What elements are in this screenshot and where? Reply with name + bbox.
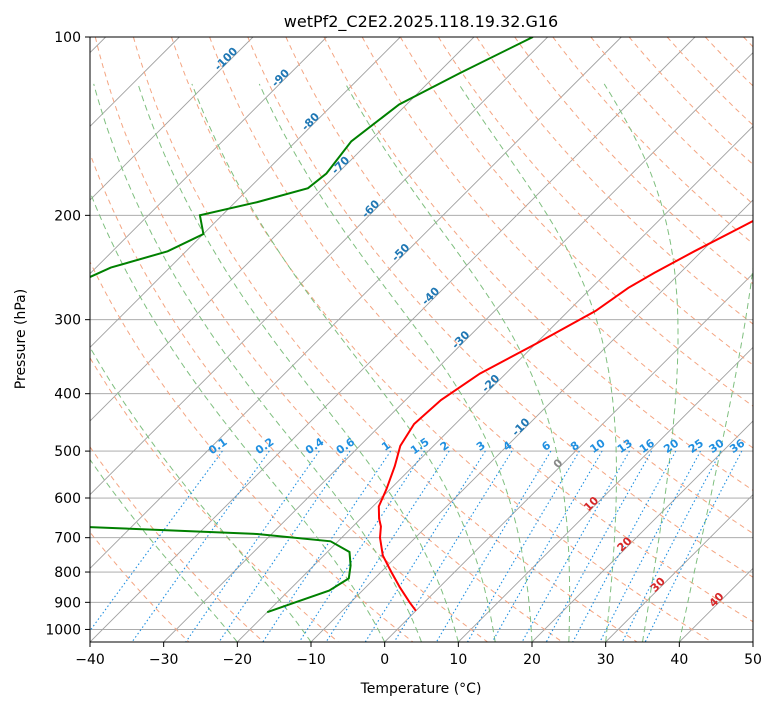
mixing-ratio-line (131, 450, 270, 642)
dry-adiabat (171, 37, 712, 642)
moist-adiabat (90, 190, 386, 642)
x-tick-label: 10 (449, 652, 467, 668)
x-tick-label: 20 (523, 652, 541, 668)
mixing-ratio-line (644, 450, 743, 642)
x-tick-label: 30 (597, 652, 615, 668)
mixing-ratio-line (572, 450, 677, 642)
chart-title: wetPf2_C2E2.2025.118.19.32.G16 (284, 12, 558, 32)
dry-adiabat (628, 37, 753, 166)
moist-adiabat (90, 346, 312, 642)
dry-adiabat (399, 37, 753, 407)
mixing-ratio-line (218, 450, 351, 642)
plot-frame (89, 36, 754, 643)
mixing-ratio-line (491, 450, 603, 642)
isotherm-line (90, 37, 254, 201)
moist-adiabat (603, 83, 679, 642)
x-axis-label: Temperature (°C) (360, 681, 482, 697)
dry-adiabat (132, 37, 638, 642)
moist-adiabat (258, 83, 533, 642)
dry-adiabat (90, 260, 414, 642)
y-tick-label: 800 (54, 565, 81, 581)
isotherm-line (90, 37, 696, 642)
mixing-ratio-line (521, 450, 630, 642)
x-tick-label: −30 (149, 652, 179, 668)
dry-adiabat (247, 37, 753, 578)
mixing-ratio-line (185, 450, 320, 642)
mixing-ratio-line (599, 450, 701, 642)
dry-adiabat (90, 446, 264, 642)
dry-adiabat (514, 37, 753, 285)
isotherm-line (531, 420, 753, 642)
mixing-ratio-line (262, 450, 392, 642)
dry-adiabat (209, 37, 753, 623)
x-tick-label: −20 (223, 652, 253, 668)
x-tick-label: 40 (670, 652, 688, 668)
y-tick-label: 100 (54, 30, 81, 46)
isotherm-line (90, 37, 475, 422)
isotherm-line (605, 494, 753, 642)
y-tick-label: 200 (54, 208, 81, 224)
isotherm-line (90, 37, 401, 348)
moist-adiabat (137, 83, 459, 642)
y-tick-label: 400 (54, 387, 81, 403)
y-axis-label: Pressure (hPa) (13, 289, 29, 389)
moist-adiabat (93, 83, 422, 642)
mixing-ratio-line (393, 450, 513, 642)
y-tick-label: 900 (54, 595, 81, 611)
x-axis: −40 −30 −20 −10 0 10 20 30 40 50 (75, 642, 762, 668)
y-tick-label: 300 (54, 313, 81, 329)
mixing-ratio-line (621, 450, 722, 642)
y-tick-label: 1000 (45, 622, 81, 638)
isotherm-line (458, 346, 753, 642)
moist-adiabat (458, 83, 617, 642)
mixing-ratio-line (545, 450, 653, 642)
x-tick-label: 0 (380, 652, 389, 668)
dry-adiabat (90, 531, 190, 642)
isotherm-line (90, 37, 548, 496)
isotherm-line (237, 125, 753, 642)
y-tick-label: 700 (54, 531, 81, 547)
moist-adiabat (191, 83, 496, 642)
y-tick-label: 600 (54, 491, 81, 507)
isotherm-line (310, 199, 753, 642)
dry-adiabat (590, 37, 753, 205)
isotherm-line (90, 37, 622, 569)
isotherm-line (163, 52, 753, 642)
dry-adiabat (94, 37, 563, 642)
moist-adiabat (345, 83, 571, 642)
dewpoint-profile (90, 37, 534, 614)
x-tick-label: −40 (75, 652, 105, 668)
moist-adiabat (678, 83, 753, 642)
y-axis: 100 200 300 400 500 600 700 800 900 1000 (45, 30, 90, 638)
dry-adiabat (361, 37, 753, 449)
isotherm-line (384, 273, 753, 642)
temperature-profile (377, 219, 753, 612)
mixing-ratio-line (298, 450, 425, 642)
dry-adiabat (437, 37, 753, 366)
x-tick-label: 50 (744, 652, 762, 668)
x-tick-label: −10 (296, 652, 326, 668)
dry-adiabat (476, 37, 753, 325)
isotherm-line (90, 37, 327, 275)
y-tick-label: 500 (54, 444, 81, 460)
mixing-ratio-line (90, 450, 223, 632)
moist-adiabat (90, 458, 238, 642)
